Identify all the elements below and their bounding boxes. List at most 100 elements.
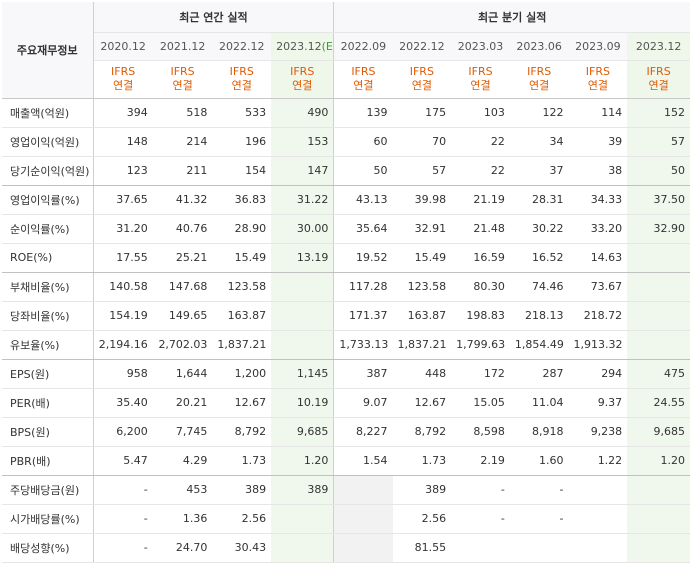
row-label: EPS(원) <box>2 359 94 389</box>
cell-value: 1.20 <box>271 446 334 476</box>
cell-value: - <box>93 533 153 563</box>
row-label: 당기순이익(억원) <box>2 156 94 186</box>
cell-value: 41.32 <box>152 185 213 215</box>
cell-value: 1,200 <box>212 359 272 389</box>
cell-value: 9,685 <box>271 417 334 447</box>
cell-value: 70 <box>392 127 452 157</box>
period-label: 2023.09 <box>575 39 621 53</box>
cell-value: 38 <box>568 156 628 186</box>
row-label-header: 주요재무정보 <box>2 2 94 99</box>
ifrs-label: IFRS <box>229 65 254 78</box>
table-row: 매출액(억원) 394 518 533 490 139 175 103 122 114 152 <box>2 98 690 128</box>
row-label: 순이익률(%) <box>2 214 94 244</box>
table-row: 당기순이익(억원) 123 211 154 147 50 57 22 37 38 50 <box>2 156 690 186</box>
cell-value: - <box>451 475 510 505</box>
cell-value: 30.43 <box>212 533 272 563</box>
cell-value: 958 <box>93 359 153 389</box>
cell-value: 389 <box>212 475 272 505</box>
cell-value: 490 <box>271 98 334 128</box>
cell-value: 5.47 <box>93 446 153 476</box>
cell-value <box>271 301 334 331</box>
ifrs-header: IFRS 연결 <box>152 60 213 99</box>
cell-value: 24.55 <box>627 388 690 418</box>
ifrs-header: IFRS 연결 <box>509 60 569 99</box>
period-label: 2021.12 <box>159 39 206 53</box>
cell-value: 153 <box>271 127 334 157</box>
cell-value: 2.56 <box>212 504 272 534</box>
ifrs-label: IFRS <box>585 65 610 78</box>
period-label: 2022.09 <box>340 39 387 53</box>
period-header: 2023.12 <box>627 32 690 61</box>
period-header: 2023.09 <box>568 32 628 61</box>
cell-value: 154.19 <box>93 301 153 331</box>
row-label: 영업이익률(%) <box>2 185 94 215</box>
cell-value: 287 <box>509 359 569 389</box>
period-header: 2022.12 <box>212 32 272 61</box>
cell-value <box>568 475 628 505</box>
cell-value: 2,194.16 <box>93 330 153 360</box>
cell-value: 21.19 <box>451 185 510 215</box>
ifrs-label: IFRS <box>409 65 434 78</box>
ifrs-header: IFRS 연결 <box>212 60 272 99</box>
cell-value: 15.49 <box>392 243 452 273</box>
row-label: ROE(%) <box>2 243 94 273</box>
cell-value: 24.70 <box>152 533 213 563</box>
consolidated-label: 연결 <box>470 79 491 92</box>
cell-value: 35.64 <box>333 214 393 244</box>
cell-value: - <box>93 475 153 505</box>
cell-value: 9.07 <box>333 388 393 418</box>
cell-value <box>451 533 510 563</box>
cell-value <box>271 504 334 534</box>
cell-value: 1,854.49 <box>509 330 569 360</box>
cell-value: 8,792 <box>212 417 272 447</box>
ifrs-header: IFRS 연결 <box>568 60 628 99</box>
cell-value: 17.55 <box>93 243 153 273</box>
cell-value: 2.19 <box>451 446 510 476</box>
cell-value: 453 <box>152 475 213 505</box>
ifrs-label: IFRS <box>170 65 195 78</box>
period-label: 2022.12 <box>219 39 265 53</box>
cell-value <box>568 504 628 534</box>
cell-value <box>271 272 334 302</box>
consolidated-label: 연결 <box>411 79 432 92</box>
cell-value: 60 <box>333 127 393 157</box>
row-label: PBR(배) <box>2 446 94 476</box>
ifrs-header: IFRS 연결 <box>271 60 334 99</box>
ifrs-header: IFRS 연결 <box>333 60 393 99</box>
cell-value <box>627 301 690 331</box>
cell-value: 9,238 <box>568 417 628 447</box>
cell-value: 211 <box>152 156 213 186</box>
row-label: 당좌비율(%) <box>2 301 94 331</box>
consolidated-label: 연결 <box>231 79 252 92</box>
period-label: 2023.12 <box>276 39 322 53</box>
cell-value: 2,702.03 <box>152 330 213 360</box>
cell-value: 389 <box>271 475 334 505</box>
ifrs-header: IFRS 연결 <box>392 60 452 99</box>
cell-value: 39.98 <box>392 185 452 215</box>
table-row: EPS(원) 958 1,644 1,200 1,145 387 448 172 287 294 4… <box>2 359 690 389</box>
cell-value: 1,799.63 <box>451 330 510 360</box>
cell-value: 171.37 <box>333 301 393 331</box>
cell-value: 1.36 <box>152 504 213 534</box>
cell-value: 32.91 <box>392 214 452 244</box>
cell-value: 22 <box>451 127 510 157</box>
cell-value: 37 <box>509 156 569 186</box>
cell-value: 15.05 <box>451 388 510 418</box>
cell-value: 122 <box>509 98 569 128</box>
cell-value: 7,745 <box>152 417 213 447</box>
cell-value: 1.73 <box>392 446 452 476</box>
cell-value: 81.55 <box>392 533 452 563</box>
cell-value: 8,918 <box>509 417 569 447</box>
cell-value: 34.33 <box>568 185 628 215</box>
cell-value: 74.46 <box>509 272 569 302</box>
cell-value: 117.28 <box>333 272 393 302</box>
row-label: BPS(원) <box>2 417 94 447</box>
consolidated-label: 연결 <box>529 79 550 92</box>
cell-value <box>333 533 393 563</box>
cell-value: 35.40 <box>93 388 153 418</box>
table-row: 영업이익(억원) 148 214 196 153 60 70 22 34 39 57 <box>2 127 690 157</box>
cell-value: 152 <box>627 98 690 128</box>
row-label: 부채비율(%) <box>2 272 94 302</box>
cell-value: 394 <box>93 98 153 128</box>
